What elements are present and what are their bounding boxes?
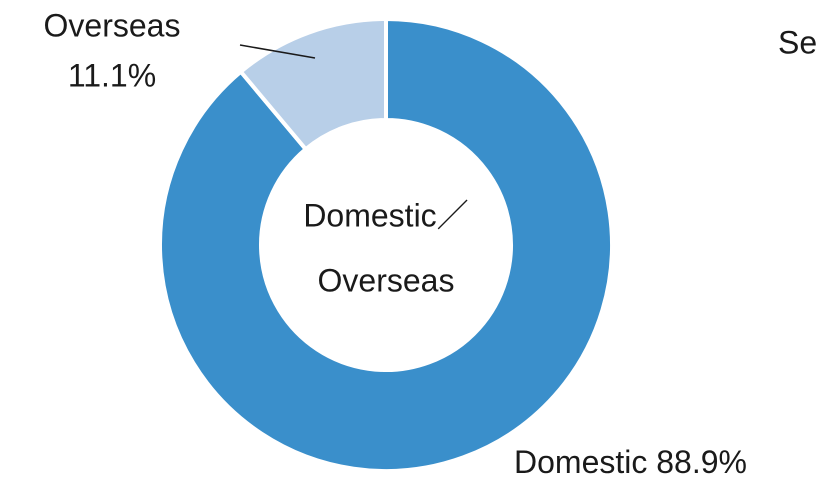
annotation: Se — [778, 24, 817, 60]
center-label: Overseas — [318, 262, 455, 298]
center-label: Domestic／ — [303, 197, 468, 233]
slice-category: Domestic — [514, 444, 647, 480]
slice-label: Overseas — [44, 7, 181, 43]
slice-value-label: 88.9% — [656, 444, 747, 480]
leader-line — [239, 44, 316, 59]
slice-value-label: 11.1% — [68, 57, 156, 93]
donut — [158, 16, 614, 473]
slice — [158, 16, 614, 473]
slice-space — [647, 444, 656, 480]
slice-label: Domestic 88.9% — [514, 444, 747, 480]
